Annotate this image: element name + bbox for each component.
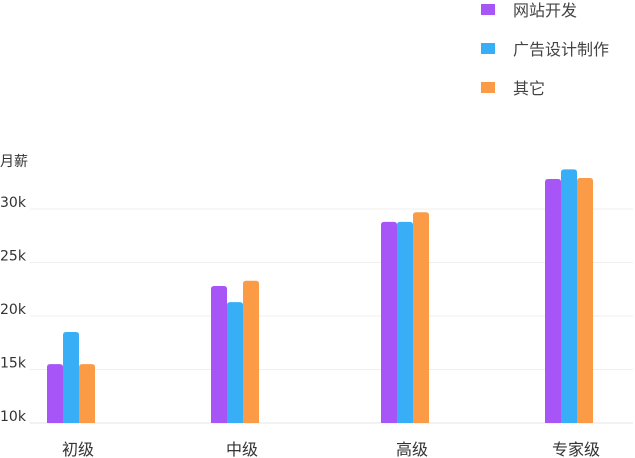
x-tick-label: 中级 bbox=[226, 440, 258, 458]
legend-item-label: 网站开发 bbox=[513, 1, 577, 20]
y-axis-label: 月薪 bbox=[0, 154, 28, 170]
bar bbox=[63, 332, 79, 423]
x-tick-label: 初级 bbox=[62, 440, 94, 458]
bar bbox=[381, 221, 397, 423]
bar bbox=[227, 302, 243, 423]
bar bbox=[79, 364, 95, 423]
gridlines bbox=[30, 208, 633, 424]
bar bbox=[413, 212, 429, 423]
legend-item-label: 广告设计制作 bbox=[513, 40, 609, 59]
x-tick-label: 高级 bbox=[396, 440, 428, 458]
legend-swatch bbox=[481, 43, 495, 54]
bar bbox=[243, 280, 259, 423]
bar bbox=[577, 177, 593, 423]
bar bbox=[211, 286, 227, 423]
x-tick-label: 专家级 bbox=[552, 440, 600, 458]
bar bbox=[397, 221, 413, 423]
y-tick-label: 30k bbox=[0, 195, 27, 211]
bars bbox=[47, 169, 593, 423]
y-tick-label: 20k bbox=[0, 302, 27, 318]
y-tick-label: 25k bbox=[0, 249, 27, 265]
bar bbox=[561, 169, 577, 423]
y-tick-label: 15k bbox=[0, 356, 27, 372]
bar bbox=[545, 179, 561, 423]
legend-item-label: 其它 bbox=[513, 79, 545, 98]
legend-swatch bbox=[481, 4, 495, 15]
x-axis-ticks: 初级 中级 高级 专家级 bbox=[62, 440, 600, 458]
y-axis-ticks: 10k 15k 20k 25k 30k bbox=[0, 195, 27, 425]
y-tick-label: 10k bbox=[0, 409, 27, 425]
legend-swatch bbox=[481, 82, 495, 93]
bar bbox=[47, 364, 63, 423]
